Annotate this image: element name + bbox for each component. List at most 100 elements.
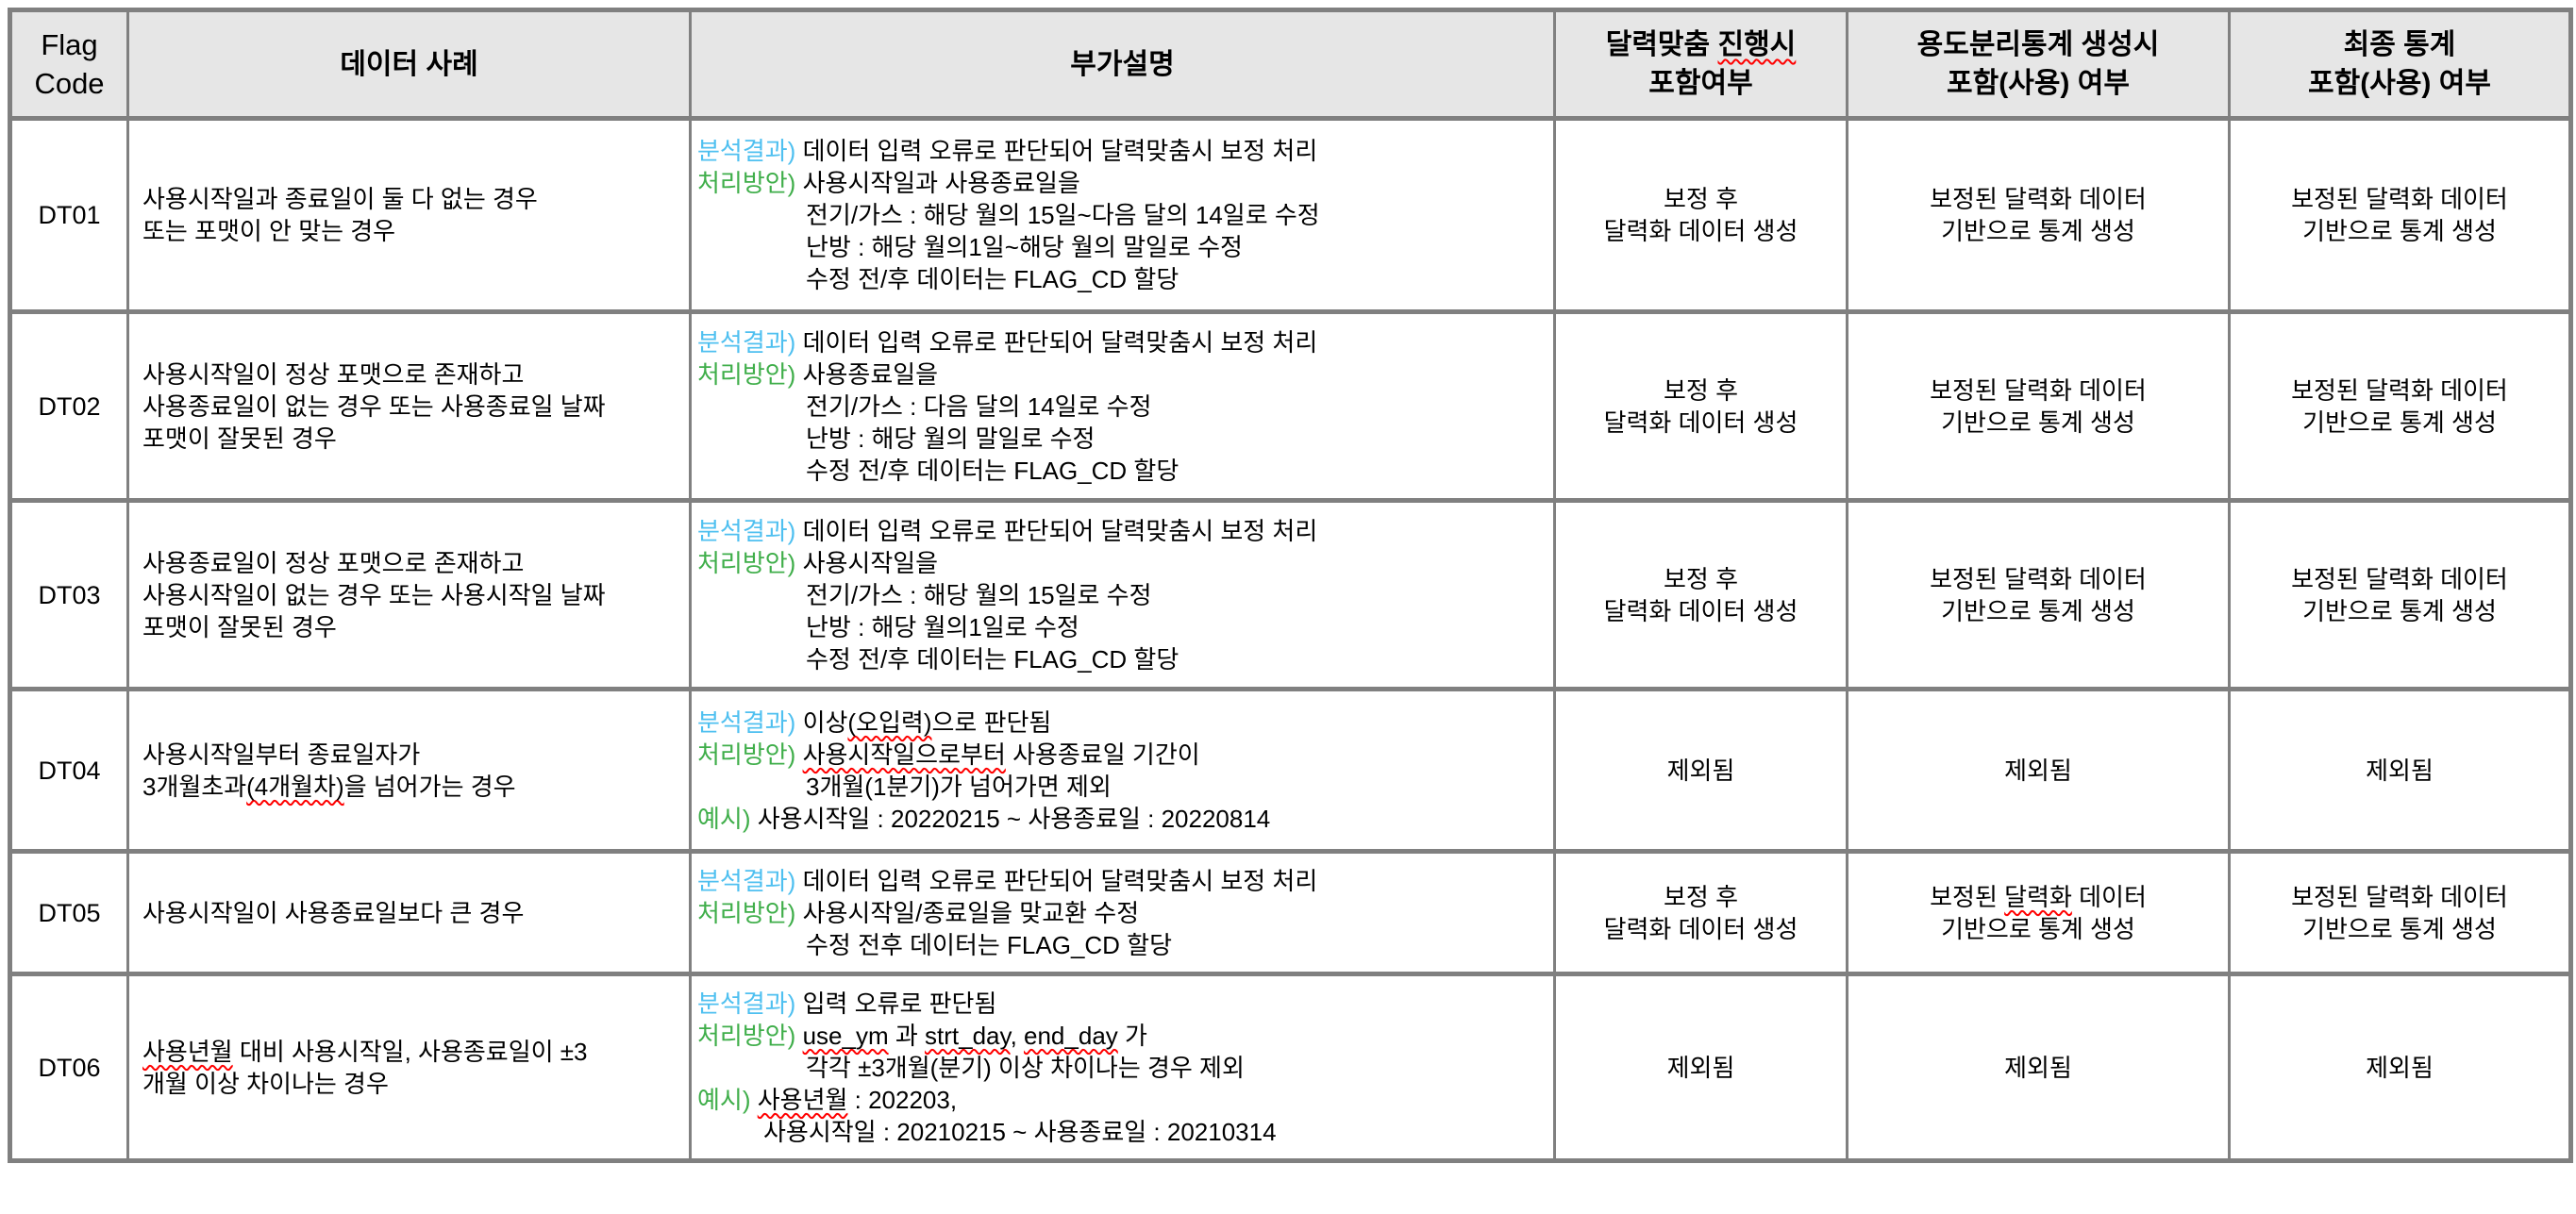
text-line: 사용종료일이 없는 경우 또는 사용종료일 날짜 [142, 391, 606, 421]
text-line: 보정된 달력화 데이터 [1930, 375, 2147, 405]
calendar-inclusion-cell: 보정 후 달력화 데이터 생성 [1553, 309, 1848, 503]
spellcheck-squiggle: 달력화 [2004, 882, 2072, 911]
text-line: 보정된 달력화 데이터 [2291, 185, 2508, 213]
treatment-plan-label: 처리방안) [697, 740, 796, 769]
text-line: 보정된 달력화 데이터 [1930, 564, 2147, 593]
final-stat-inclusion-cell: 제외됨 [2228, 972, 2572, 1163]
header-usage-stat-inclusion: 용도분리통계 생성시 포함(사용) 여부 [1846, 8, 2231, 121]
text-line: 전기/가스 : 다음 달의 14일로 수정 [806, 391, 1152, 421]
text-line: 보정 후 [1664, 375, 1738, 405]
table-row: DT04 사용시작일부터 종료일자가 3개월초과(4개월차)을 넘어가는 경우 분석결… [8, 687, 2572, 854]
text-line: Code [34, 67, 105, 100]
header-row: Flag Code 데이터 사례 부가설명 달력맞춤 진행시 포함여부 용도분리통계 생성시… [8, 8, 2572, 121]
text-line: 처리방안) 사용시작일을 [697, 548, 939, 577]
data-case-cell: 사용시작일이 사용종료일보다 큰 경우 [126, 849, 692, 976]
text-line: 달력화 데이터 생성 [1603, 407, 1798, 437]
text-line: 각각 ±3개월(분기) 이상 차이나는 경우 제외 [806, 1053, 1245, 1082]
text-line: 사용시작일이 정상 포맷으로 존재하고 [142, 359, 525, 389]
text-line: 처리방안) 사용종료일을 [697, 359, 939, 389]
text-line: 포함여부 [1648, 68, 1753, 99]
text-line: 수정 전후 데이터는 FLAG_CD 할당 [806, 930, 1173, 959]
spellcheck-squiggle: 사용시작일으로부터 [802, 740, 1006, 769]
flag-code-cell: DT03 [8, 498, 129, 691]
text-line: 달력화 데이터 생성 [1603, 217, 1798, 245]
text-line: 처리방안) 사용시작일/종료일을 맞교환 수정 [697, 898, 1140, 927]
text-line: 사용년월 대비 사용시작일, 사용종료일이 ±3 [142, 1037, 588, 1066]
text-line: 사용종료일이 정상 포맷으로 존재하고 [142, 548, 525, 577]
text-line: 사용시작일이 사용종료일보다 큰 경우 [142, 898, 525, 927]
text-line: 달력맞춤 진행시 [1605, 29, 1797, 60]
table-row: DT03 사용종료일이 정상 포맷으로 존재하고 사용시작일이 없는 경우 또는 사… [8, 498, 2572, 691]
text-line: 제외됨 [2366, 1053, 2434, 1082]
table-row: DT05 사용시작일이 사용종료일보다 큰 경우 분석결과) 데이터 입력 오류로 … [8, 849, 2572, 976]
text-line: 기반으로 통계 생성 [2302, 914, 2497, 943]
text-line: 수정 전/후 데이터는 FLAG_CD 할당 [806, 265, 1179, 293]
flag-code-cell: DT05 [8, 849, 129, 976]
usage-stat-inclusion-cell: 보정된 달력화 데이터 기반으로 통계 생성 [1846, 309, 2231, 503]
treatment-plan-label: 처리방안) [697, 359, 796, 389]
text-line: 달력화 데이터 생성 [1603, 914, 1798, 943]
table-header: Flag Code 데이터 사례 부가설명 달력맞춤 진행시 포함여부 용도분리통계 생성시… [8, 8, 2572, 121]
text-line: 기반으로 통계 생성 [1941, 217, 2135, 245]
treatment-plan-label: 처리방안) [697, 1021, 796, 1050]
text-line: 분석결과) 데이터 입력 오류로 판단되어 달력맞춤시 보정 처리 [697, 516, 1318, 545]
treatment-plan-label: 처리방안) [697, 169, 796, 197]
text-line: 제외됨 [1666, 756, 1735, 785]
text-line: 사용시작일부터 종료일자가 [142, 740, 421, 769]
text-line: 제외됨 [2366, 756, 2434, 785]
header-data-case: 데이터 사례 [126, 8, 692, 121]
spellcheck-squiggle: (오입력) [847, 707, 932, 737]
text-line: 기반으로 통계 생성 [2302, 217, 2497, 245]
description-cell: 분석결과) 데이터 입력 오류로 판단되어 달력맞춤시 보정 처리 처리방안) 사… [689, 116, 1556, 314]
text-line: 분석결과) 이상(오입력)으로 판단됨 [697, 707, 1052, 737]
text-line: 보정된 달력화 데이터 [2291, 564, 2508, 593]
treatment-plan-label: 처리방안) [697, 898, 796, 927]
analysis-result-label: 분석결과) [697, 137, 796, 165]
text-line: 예시) 사용시작일 : 20220215 ~ 사용종료일 : 20220814 [697, 804, 1271, 833]
text-line: 보정 후 [1664, 882, 1738, 911]
description-cell: 분석결과) 이상(오입력)으로 판단됨 처리방안) 사용시작일으로부터 사용종료일… [689, 687, 1556, 854]
text-line: 수정 전/후 데이터는 FLAG_CD 할당 [806, 644, 1179, 674]
text-line: 보정 후 [1664, 185, 1738, 213]
usage-stat-inclusion-cell: 제외됨 [1846, 972, 2231, 1163]
usage-stat-inclusion-cell: 제외됨 [1846, 687, 2231, 854]
text-line: 보정된 달력화 데이터 [2291, 375, 2508, 405]
flag-code-cell: DT01 [8, 116, 129, 314]
text-line: 개월 이상 차이나는 경우 [142, 1069, 389, 1098]
text-line: 난방 : 해당 월의 말일로 수정 [806, 424, 1096, 453]
text-line: 보정된 달력화 데이터 [2291, 882, 2508, 911]
header-final-stat-inclusion: 최종 통계 포함(사용) 여부 [2228, 8, 2572, 121]
final-stat-inclusion-cell: 보정된 달력화 데이터 기반으로 통계 생성 [2228, 498, 2572, 691]
text-line: 제외됨 [2004, 756, 2072, 785]
header-description: 부가설명 [689, 8, 1556, 121]
text-line: 달력화 데이터 생성 [1603, 596, 1798, 625]
analysis-result-label: 분석결과) [697, 866, 796, 895]
text-line: 예시) 사용년월 : 202203, [697, 1085, 958, 1114]
usage-stat-inclusion-cell: 보정된 달력화 데이터 기반으로 통계 생성 [1846, 849, 2231, 976]
text-line: 포함(사용) 여부 [2308, 68, 2491, 99]
text-line: 난방 : 해당 월의1일로 수정 [806, 612, 1079, 641]
text-line: 난방 : 해당 월의1일~해당 월의 말일로 수정 [806, 233, 1243, 261]
spellcheck-squiggle: strt_day [925, 1021, 1011, 1050]
treatment-plan-label: 처리방안) [697, 548, 796, 577]
text-line: 포함(사용) 여부 [1947, 68, 2130, 99]
text-line: 포맷이 잘못된 경우 [142, 612, 337, 641]
text-line: 분석결과) 데이터 입력 오류로 판단되어 달력맞춤시 보정 처리 [697, 866, 1318, 895]
text-line: 기반으로 통계 생성 [1941, 596, 2135, 625]
table-row: DT01 사용시작일과 종료일이 둘 다 없는 경우 또는 포맷이 안 맞는 경우 분… [8, 116, 2572, 314]
example-label: 예시) [697, 1085, 751, 1114]
example-label: 예시) [697, 804, 751, 833]
analysis-result-label: 분석결과) [697, 327, 796, 357]
text-line: 보정 후 [1664, 564, 1738, 593]
table-body: DT01 사용시작일과 종료일이 둘 다 없는 경우 또는 포맷이 안 맞는 경우 분… [8, 116, 2572, 1163]
text-line: 기반으로 통계 생성 [2302, 407, 2497, 437]
table-row: DT06 사용년월 대비 사용시작일, 사용종료일이 ±3 개월 이상 차이나는 경… [8, 972, 2572, 1163]
